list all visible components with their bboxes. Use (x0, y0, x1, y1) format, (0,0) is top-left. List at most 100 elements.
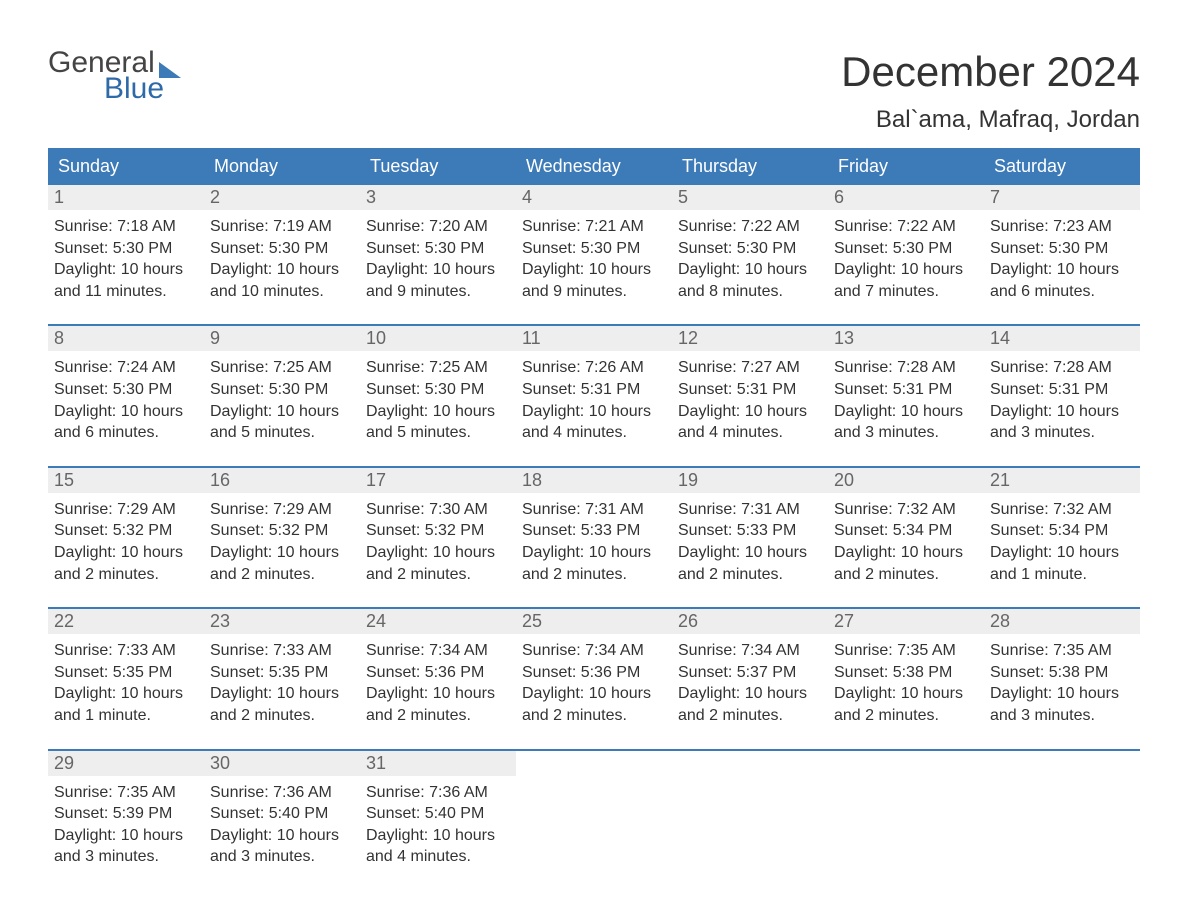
day-number: 12 (672, 326, 828, 351)
day-body: Sunrise: 7:30 AMSunset: 5:32 PMDaylight:… (360, 493, 516, 589)
day-body: Sunrise: 7:26 AMSunset: 5:31 PMDaylight:… (516, 351, 672, 447)
calendar-week: 22Sunrise: 7:33 AMSunset: 5:35 PMDayligh… (48, 607, 1140, 730)
day-body: Sunrise: 7:25 AMSunset: 5:30 PMDaylight:… (360, 351, 516, 447)
daylight-line: Daylight: 10 hours and 4 minutes. (678, 401, 822, 444)
daylight-line: Daylight: 10 hours and 5 minutes. (210, 401, 354, 444)
sunrise-line: Sunrise: 7:35 AM (54, 782, 198, 804)
sunrise-line: Sunrise: 7:32 AM (990, 499, 1134, 521)
day-body: Sunrise: 7:33 AMSunset: 5:35 PMDaylight:… (204, 634, 360, 730)
day-number: 6 (828, 185, 984, 210)
sunset-line: Sunset: 5:30 PM (54, 379, 198, 401)
calendar-day: 7Sunrise: 7:23 AMSunset: 5:30 PMDaylight… (984, 185, 1140, 306)
calendar-day: 24Sunrise: 7:34 AMSunset: 5:36 PMDayligh… (360, 609, 516, 730)
sunset-line: Sunset: 5:30 PM (678, 238, 822, 260)
sunset-line: Sunset: 5:31 PM (678, 379, 822, 401)
day-number: 13 (828, 326, 984, 351)
daylight-line: Daylight: 10 hours and 4 minutes. (522, 401, 666, 444)
sunset-line: Sunset: 5:30 PM (990, 238, 1134, 260)
sunset-line: Sunset: 5:35 PM (210, 662, 354, 684)
day-number: 29 (48, 751, 204, 776)
daylight-line: Daylight: 10 hours and 11 minutes. (54, 259, 198, 302)
header-wednesday: Wednesday (516, 148, 672, 185)
sunrise-line: Sunrise: 7:32 AM (834, 499, 978, 521)
calendar-week: 15Sunrise: 7:29 AMSunset: 5:32 PMDayligh… (48, 466, 1140, 589)
sunrise-line: Sunrise: 7:36 AM (366, 782, 510, 804)
day-body: Sunrise: 7:35 AMSunset: 5:39 PMDaylight:… (48, 776, 204, 872)
sunset-line: Sunset: 5:40 PM (210, 803, 354, 825)
daylight-line: Daylight: 10 hours and 1 minute. (990, 542, 1134, 585)
daylight-line: Daylight: 10 hours and 2 minutes. (210, 542, 354, 585)
day-body: Sunrise: 7:29 AMSunset: 5:32 PMDaylight:… (48, 493, 204, 589)
brand-logo: General Blue (48, 48, 181, 104)
sunrise-line: Sunrise: 7:33 AM (210, 640, 354, 662)
day-number: 11 (516, 326, 672, 351)
day-body: Sunrise: 7:20 AMSunset: 5:30 PMDaylight:… (360, 210, 516, 306)
day-number: 30 (204, 751, 360, 776)
sunrise-line: Sunrise: 7:26 AM (522, 357, 666, 379)
day-number: 17 (360, 468, 516, 493)
daylight-line: Daylight: 10 hours and 3 minutes. (834, 401, 978, 444)
calendar-day: 29Sunrise: 7:35 AMSunset: 5:39 PMDayligh… (48, 751, 204, 872)
day-body: Sunrise: 7:21 AMSunset: 5:30 PMDaylight:… (516, 210, 672, 306)
sunset-line: Sunset: 5:30 PM (366, 238, 510, 260)
sunset-line: Sunset: 5:35 PM (54, 662, 198, 684)
daylight-line: Daylight: 10 hours and 2 minutes. (366, 683, 510, 726)
calendar-day: 28Sunrise: 7:35 AMSunset: 5:38 PMDayligh… (984, 609, 1140, 730)
daylight-line: Daylight: 10 hours and 6 minutes. (54, 401, 198, 444)
calendar-day: 21Sunrise: 7:32 AMSunset: 5:34 PMDayligh… (984, 468, 1140, 589)
sunrise-line: Sunrise: 7:28 AM (834, 357, 978, 379)
day-body: Sunrise: 7:24 AMSunset: 5:30 PMDaylight:… (48, 351, 204, 447)
day-number: 20 (828, 468, 984, 493)
header-thursday: Thursday (672, 148, 828, 185)
sunrise-line: Sunrise: 7:27 AM (678, 357, 822, 379)
header-saturday: Saturday (984, 148, 1140, 185)
sunrise-line: Sunrise: 7:31 AM (678, 499, 822, 521)
sunset-line: Sunset: 5:34 PM (990, 520, 1134, 542)
daylight-line: Daylight: 10 hours and 3 minutes. (990, 401, 1134, 444)
calendar-day: 23Sunrise: 7:33 AMSunset: 5:35 PMDayligh… (204, 609, 360, 730)
sunset-line: Sunset: 5:36 PM (522, 662, 666, 684)
calendar-day: 19Sunrise: 7:31 AMSunset: 5:33 PMDayligh… (672, 468, 828, 589)
calendar-day: 5Sunrise: 7:22 AMSunset: 5:30 PMDaylight… (672, 185, 828, 306)
sunrise-line: Sunrise: 7:35 AM (834, 640, 978, 662)
calendar-day: 11Sunrise: 7:26 AMSunset: 5:31 PMDayligh… (516, 326, 672, 447)
day-body: Sunrise: 7:18 AMSunset: 5:30 PMDaylight:… (48, 210, 204, 306)
sunrise-line: Sunrise: 7:36 AM (210, 782, 354, 804)
calendar-header-row: Sunday Monday Tuesday Wednesday Thursday… (48, 148, 1140, 185)
calendar-day: 17Sunrise: 7:30 AMSunset: 5:32 PMDayligh… (360, 468, 516, 589)
title-block: December 2024 Bal`ama, Mafraq, Jordan (841, 48, 1140, 134)
sunrise-line: Sunrise: 7:23 AM (990, 216, 1134, 238)
day-number: 24 (360, 609, 516, 634)
calendar-week: 8Sunrise: 7:24 AMSunset: 5:30 PMDaylight… (48, 324, 1140, 447)
sunrise-line: Sunrise: 7:31 AM (522, 499, 666, 521)
sunrise-line: Sunrise: 7:19 AM (210, 216, 354, 238)
day-body: Sunrise: 7:34 AMSunset: 5:36 PMDaylight:… (516, 634, 672, 730)
daylight-line: Daylight: 10 hours and 2 minutes. (678, 542, 822, 585)
sunrise-line: Sunrise: 7:29 AM (210, 499, 354, 521)
daylight-line: Daylight: 10 hours and 7 minutes. (834, 259, 978, 302)
day-body: Sunrise: 7:19 AMSunset: 5:30 PMDaylight:… (204, 210, 360, 306)
sunset-line: Sunset: 5:32 PM (210, 520, 354, 542)
calendar-day: 8Sunrise: 7:24 AMSunset: 5:30 PMDaylight… (48, 326, 204, 447)
day-body: Sunrise: 7:32 AMSunset: 5:34 PMDaylight:… (984, 493, 1140, 589)
calendar-day: 27Sunrise: 7:35 AMSunset: 5:38 PMDayligh… (828, 609, 984, 730)
day-number: 14 (984, 326, 1140, 351)
calendar-day: 4Sunrise: 7:21 AMSunset: 5:30 PMDaylight… (516, 185, 672, 306)
calendar-day: 16Sunrise: 7:29 AMSunset: 5:32 PMDayligh… (204, 468, 360, 589)
day-body: Sunrise: 7:34 AMSunset: 5:37 PMDaylight:… (672, 634, 828, 730)
calendar-day: 30Sunrise: 7:36 AMSunset: 5:40 PMDayligh… (204, 751, 360, 872)
sunset-line: Sunset: 5:30 PM (522, 238, 666, 260)
calendar-day: 31Sunrise: 7:36 AMSunset: 5:40 PMDayligh… (360, 751, 516, 872)
day-number: 8 (48, 326, 204, 351)
daylight-line: Daylight: 10 hours and 8 minutes. (678, 259, 822, 302)
sunset-line: Sunset: 5:30 PM (366, 379, 510, 401)
calendar-week: 1Sunrise: 7:18 AMSunset: 5:30 PMDaylight… (48, 185, 1140, 306)
sunrise-line: Sunrise: 7:28 AM (990, 357, 1134, 379)
sunrise-line: Sunrise: 7:30 AM (366, 499, 510, 521)
day-number: 18 (516, 468, 672, 493)
day-number: 21 (984, 468, 1140, 493)
day-number: 7 (984, 185, 1140, 210)
day-number: 5 (672, 185, 828, 210)
daylight-line: Daylight: 10 hours and 10 minutes. (210, 259, 354, 302)
daylight-line: Daylight: 10 hours and 2 minutes. (522, 542, 666, 585)
